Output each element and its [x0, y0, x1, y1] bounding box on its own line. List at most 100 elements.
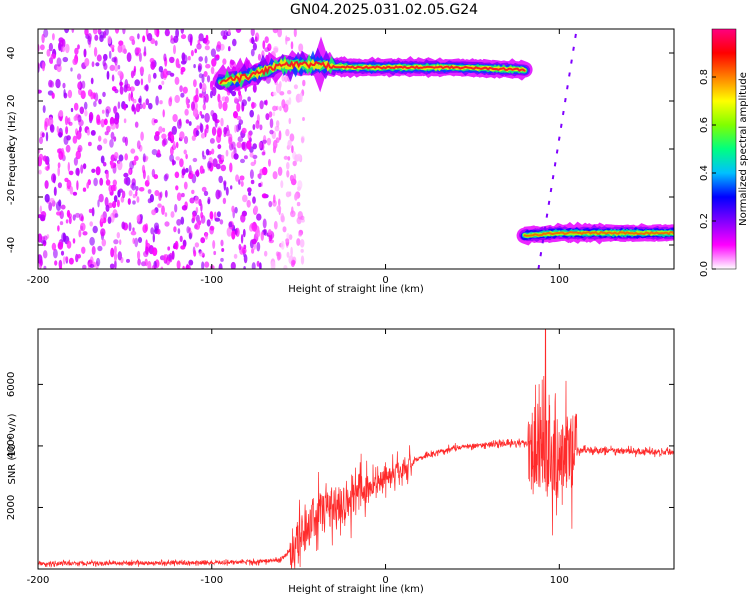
spectrogram-noise-blob: [226, 227, 232, 237]
spectrogram-noise-blob: [75, 253, 79, 263]
spectrogram-noise-blob: [153, 119, 158, 124]
colorbar: 0.0 0.2 0.4 0.6 0.8 Normalized spectral ampl…: [699, 28, 749, 277]
spectrogram-noise-blob: [137, 250, 141, 260]
spectrogram-noise-blob: [117, 251, 123, 261]
spectrogram-noise-blob: [199, 82, 203, 90]
spectrogram-noise-blob: [205, 93, 209, 103]
spectrogram-noise-blob: [103, 118, 108, 126]
spectrogram-noise-blob: [103, 62, 108, 70]
spectrogram-noise-blob: [250, 179, 255, 185]
spectrogram-noise-blob: [188, 232, 192, 240]
spectrogram-noise-blob: [255, 120, 260, 129]
spectrogram-noise-blob: [302, 79, 306, 87]
spectrogram-noise-blob: [102, 161, 107, 167]
spectrogram-noise-blob: [57, 166, 60, 177]
spectrogram-noise-blob: [264, 36, 269, 44]
spectrogram-noise-blob: [211, 126, 217, 136]
spectrogram-noise-blob: [114, 213, 119, 218]
spectrogram-noise-blob: [268, 200, 273, 208]
spectrogram-noise-blob: [59, 265, 63, 269]
spectrogram-noise-blob: [88, 141, 92, 147]
spectrogram-noise-blob: [188, 259, 194, 266]
spectrogram-noise-blob: [67, 89, 73, 99]
spectrogram-noise-blob: [182, 265, 185, 269]
spectrogram-noise-blob: [277, 166, 283, 176]
spectrogram-noise-blob: [51, 242, 57, 251]
colorbar-tick-label: 0.4: [699, 165, 710, 181]
spectrogram-noise-blob: [65, 144, 71, 153]
spectrogram-noise-blob: [60, 250, 65, 256]
spectrogram-noise-blob: [50, 53, 56, 60]
spectrogram-noise-blob: [67, 161, 71, 172]
spectrogram-noise-blob: [194, 196, 199, 204]
spectrogram-noise-blob: [49, 60, 53, 64]
x-tick-label: -100: [200, 275, 223, 286]
spectrogram-noise-blob: [186, 263, 189, 269]
spectrogram-noise-blob: [42, 105, 46, 114]
spectrogram-noise-blob: [285, 128, 290, 137]
spectrogram-noise-blob: [298, 232, 302, 237]
spectrogram-noise-blob: [272, 29, 279, 34]
spectrogram-noise-blob: [188, 121, 192, 126]
spectrogram-noise-blob: [201, 73, 205, 84]
spectrogram-noise-blob: [122, 136, 127, 143]
spectrogram-noise-blob: [243, 254, 248, 264]
spectrogram-noise-blob: [286, 170, 290, 178]
spectrogram-noise-blob: [101, 109, 105, 114]
spectrogram-noise-blob: [66, 209, 71, 218]
spectrogram-noise-blob: [105, 108, 110, 118]
spectrogram-noise-blob: [286, 251, 290, 258]
spectrogram-noise-blob: [113, 245, 117, 255]
spectrogram-noise-blob: [81, 246, 86, 254]
spectrogram-noise-blob: [275, 105, 279, 111]
spectrogram-noise-blob: [128, 169, 132, 175]
spectrogram-noise-blob: [223, 126, 228, 135]
spectrogram-noise-blob: [293, 29, 297, 38]
spectrogram-noise-blob: [40, 214, 46, 221]
spectrogram-noise-blob: [70, 67, 73, 72]
spectrogram-noise-blob: [123, 118, 127, 124]
spectrogram-noise-blob: [222, 58, 227, 65]
spectrogram-noise-blob: [97, 199, 100, 208]
spectrogram-noise-blob: [201, 150, 205, 158]
spectrogram-noise-blob: [209, 138, 215, 144]
spectrogram-noise-blob: [256, 213, 262, 221]
spectrogram-noise-blob: [261, 151, 266, 156]
spectrogram-noise-blob: [52, 33, 55, 41]
spectrogram-noise-blob: [300, 255, 305, 265]
spectrogram-noise-blob: [240, 180, 244, 187]
spectrogram-noise-blob: [73, 115, 78, 122]
spectrogram-noise-blob: [194, 94, 199, 103]
spectrogram-noise-blob: [243, 244, 247, 250]
spectrogram-noise-blob: [56, 64, 62, 73]
spectrogram-noise-blob: [79, 106, 85, 115]
spectrogram-tone-track: [523, 230, 674, 237]
spectrogram-noise-blob: [209, 211, 214, 220]
y-tick-label: 40: [6, 47, 17, 60]
spectrogram-noise-blob: [172, 141, 176, 151]
spectrogram-noise-blob: [61, 232, 67, 243]
spectrogram-noise-blob: [182, 239, 187, 248]
spectrogram-noise-blob: [113, 239, 119, 245]
spectrogram-noise-blob: [96, 54, 102, 62]
spectrogram-noise-blob: [53, 186, 57, 196]
spectrogram-noise-blob: [192, 108, 199, 118]
spectrogram-noise-blob: [77, 44, 80, 50]
spectrogram-noise-blob: [114, 29, 120, 34]
spectrogram-noise-blob: [78, 81, 81, 89]
spectrogram-noise-blob: [180, 216, 185, 225]
spectrogram-noise-blob: [192, 211, 196, 222]
spectrogram-noise-blob: [123, 103, 127, 111]
spectrogram-noise-blob: [87, 89, 93, 97]
spectrogram-noise-blob: [62, 256, 66, 265]
spectrogram-noise-blob: [72, 238, 76, 244]
x-tick-label: -100: [200, 575, 223, 586]
spectrogram-noise-blob: [58, 151, 64, 160]
spectrogram-noise-blob: [54, 260, 58, 266]
spectrogram-noise-blob: [83, 48, 87, 58]
spectrogram-noise-blob: [38, 89, 42, 94]
spectrogram-noise-blob: [64, 256, 69, 262]
spectrogram-noise-blob: [106, 70, 110, 80]
spectrogram-tone-track: [219, 60, 526, 85]
spectrogram-noise-blob: [276, 205, 282, 213]
